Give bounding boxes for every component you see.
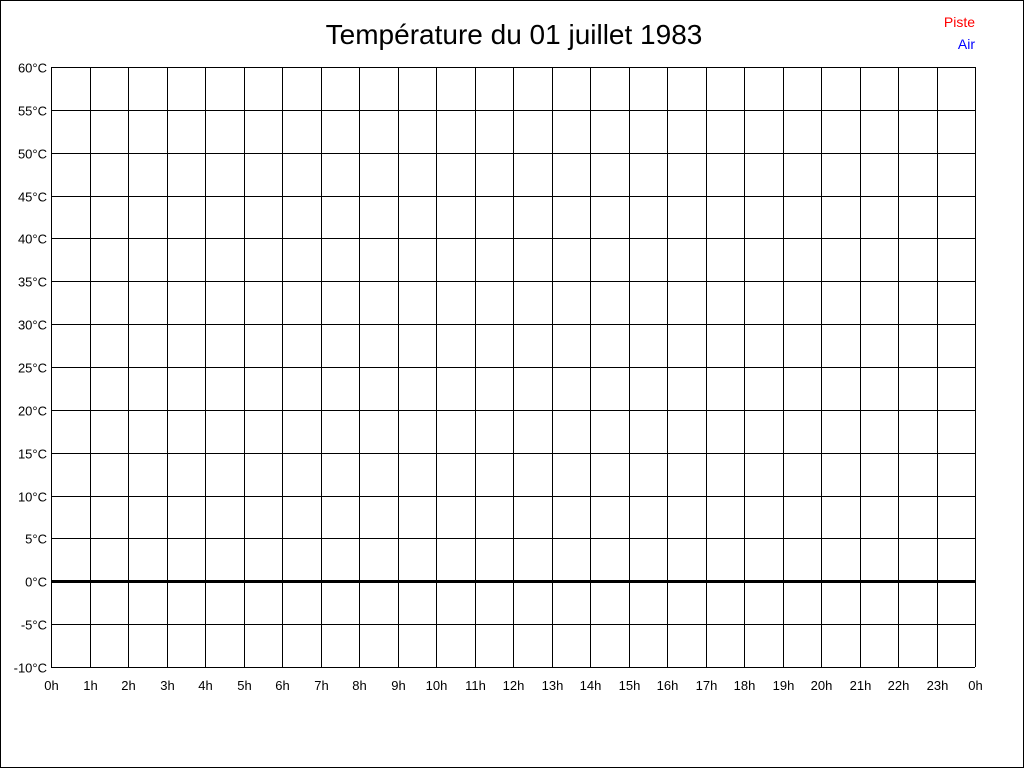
y-tick-label: 35°C <box>18 275 47 290</box>
x-tick-label: 10h <box>426 678 448 693</box>
y-tick-label: 40°C <box>18 232 47 247</box>
y-tick-label: 10°C <box>18 490 47 505</box>
legend-piste: Piste <box>943 14 975 30</box>
x-tick-label: 12h <box>503 678 525 693</box>
x-tick-label: 6h <box>275 678 289 693</box>
x-tick-label: 7h <box>314 678 328 693</box>
x-tick-label: 5h <box>237 678 251 693</box>
x-tick-label: 22h <box>888 678 910 693</box>
x-tick-label: 4h <box>198 678 212 693</box>
x-tick-label: 3h <box>160 678 174 693</box>
x-tick-label: 1h <box>83 678 97 693</box>
y-tick-label: 60°C <box>18 61 47 76</box>
y-tick-label: -10°C <box>14 661 47 676</box>
x-tick-label: 16h <box>657 678 679 693</box>
x-tick-label: 19h <box>773 678 795 693</box>
chart-title: Température du 01 juillet 1983 <box>325 19 703 50</box>
x-tick-label: 0h <box>44 678 58 693</box>
y-tick-label: 20°C <box>18 404 47 419</box>
x-tick-label: 9h <box>391 678 405 693</box>
x-tick-label: 23h <box>927 678 949 693</box>
x-tick-label: 14h <box>580 678 602 693</box>
y-tick-label: 55°C <box>18 104 47 119</box>
x-tick-label: 18h <box>734 678 756 693</box>
y-tick-label: 25°C <box>18 361 47 376</box>
x-tick-label: 13h <box>542 678 564 693</box>
y-tick-label: -5°C <box>21 618 47 633</box>
x-tick-label: 15h <box>619 678 641 693</box>
x-tick-label: 11h <box>465 678 486 693</box>
x-tick-label: 8h <box>352 678 366 693</box>
y-tick-label: 0°C <box>25 575 47 590</box>
x-tick-label: 21h <box>850 678 872 693</box>
y-tick-label: 50°C <box>18 147 47 162</box>
x-tick-label: 20h <box>811 678 833 693</box>
legend-air: Air <box>957 36 975 52</box>
y-tick-label: 45°C <box>18 190 47 205</box>
x-tick-label: 17h <box>696 678 718 693</box>
x-tick-label: 2h <box>121 678 135 693</box>
y-tick-label: 15°C <box>18 447 47 462</box>
y-tick-label: 5°C <box>25 532 47 547</box>
y-tick-label: 30°C <box>18 318 47 333</box>
x-tick-label: 0h <box>968 678 982 693</box>
